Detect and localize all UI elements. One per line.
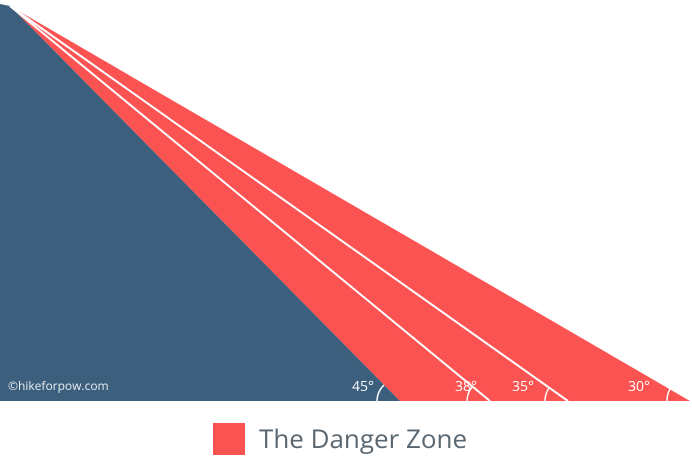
- angle-label: 30°: [628, 377, 650, 396]
- arc-35: [544, 387, 550, 402]
- legend-swatch: [213, 423, 245, 455]
- arc-38: [466, 386, 473, 402]
- legend-label: The Danger Zone: [259, 420, 467, 456]
- slope-38: [9, 5, 491, 402]
- danger-zone: [10, 6, 690, 401]
- arc-30: [666, 388, 671, 402]
- arc-45: [376, 384, 385, 402]
- slope-45: [0, 4, 400, 401]
- angle-label: 35°: [512, 377, 534, 396]
- watermark: ©hikeforpow.com: [8, 377, 109, 394]
- angle-label: 45°: [352, 377, 374, 396]
- slope-35: [9, 5, 569, 402]
- angle-label: 38°: [455, 377, 477, 396]
- angle-arcs: [376, 384, 671, 402]
